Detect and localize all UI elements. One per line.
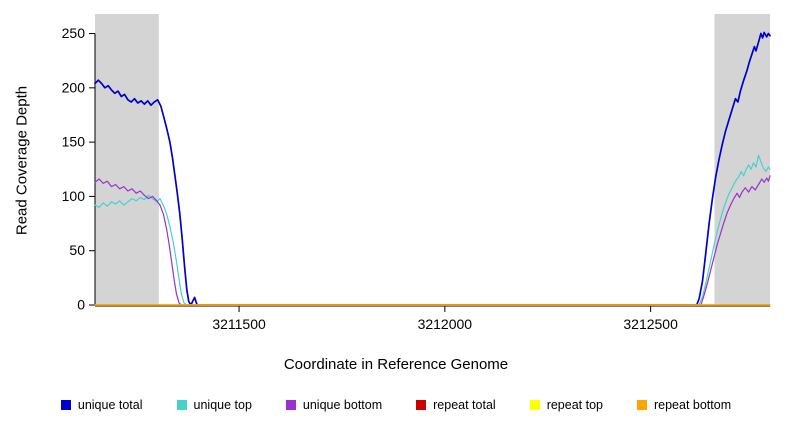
legend-swatch-repeat-bottom	[636, 400, 647, 410]
series-line-unique-total	[94, 31, 771, 306]
y-tick-label: 50	[69, 242, 85, 258]
legend-swatch-repeat-total	[416, 400, 427, 410]
legend-label: unique bottom	[302, 398, 383, 412]
legend-item-repeat-total: repeat total	[416, 398, 496, 412]
y-tick-label: 200	[62, 79, 86, 95]
legend-label: repeat total	[433, 398, 496, 412]
legend-label: unique total	[77, 398, 143, 412]
y-tick-label: 150	[62, 134, 86, 150]
x-tick-label: 3212500	[623, 316, 678, 332]
legend-item-repeat-top: repeat top	[529, 398, 603, 412]
legend-label: repeat top	[546, 398, 603, 412]
x-tick-label: 3211500	[212, 316, 266, 332]
legend-swatch-repeat-top	[529, 400, 540, 410]
legend-swatch-unique-total	[60, 400, 71, 410]
series-line-unique-top	[94, 154, 771, 306]
legend-swatch-unique-bottom	[285, 400, 296, 410]
x-tick-label: 3212000	[418, 316, 473, 332]
y-tick-label: 250	[62, 25, 86, 41]
shaded-region	[714, 14, 770, 305]
legend-item-repeat-bottom: repeat bottom	[636, 398, 732, 412]
legend-item-unique-total: unique total	[60, 398, 143, 412]
legend-label: unique top	[193, 398, 252, 412]
coverage-chart: 3211500 3212000 3212500 0 50 100 150 200 250	[62, 14, 771, 332]
series-line-unique-bottom	[94, 175, 771, 306]
legend-item-unique-bottom: unique bottom	[285, 398, 383, 412]
shaded-region	[95, 14, 159, 305]
legend-label: repeat bottom	[653, 398, 732, 412]
legend-item-unique-top: unique top	[176, 398, 252, 412]
chart-legend: unique total unique top unique bottom repea…	[0, 398, 792, 412]
x-axis-title: Coordinate in Reference Genome	[283, 356, 509, 373]
y-tick-label: 100	[62, 188, 86, 204]
y-axis-title: Read Coverage Depth	[13, 85, 31, 236]
y-tick-label: 0	[77, 297, 85, 313]
legend-swatch-unique-top	[176, 400, 187, 410]
